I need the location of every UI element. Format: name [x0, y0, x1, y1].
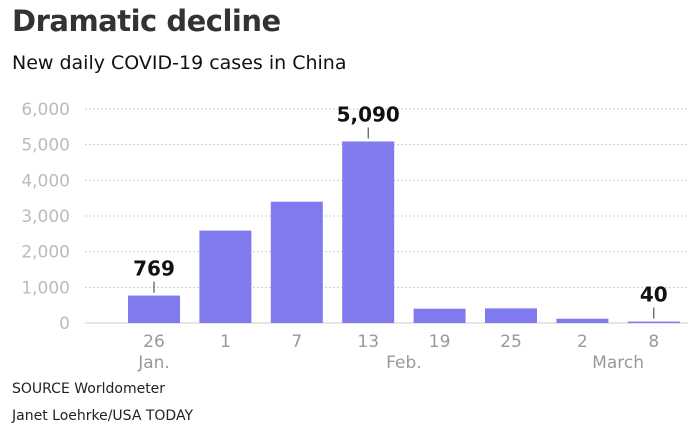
x-tick-label: 19 — [429, 332, 451, 352]
credit-note: Janet Loehrke/USA TODAY — [12, 408, 194, 424]
y-tick-label: 2,000 — [21, 243, 70, 263]
bar — [413, 308, 466, 323]
bar — [627, 321, 680, 324]
bar — [342, 141, 395, 323]
chart-title: Dramatic decline — [12, 4, 281, 38]
x-tick-label: 7 — [291, 332, 302, 352]
month-label: Feb. — [386, 353, 422, 373]
bar — [128, 295, 180, 323]
x-tick-label: 25 — [500, 332, 522, 352]
y-tick-label: 0 — [59, 314, 70, 334]
data-label: 40 — [640, 283, 668, 307]
x-tick-label: 8 — [648, 332, 659, 352]
y-tick-label: 5,000 — [21, 136, 70, 156]
bar — [485, 308, 537, 323]
source-note: SOURCE Worldometer — [12, 381, 166, 397]
x-tick-label: 2 — [577, 332, 588, 352]
bar — [199, 230, 252, 323]
y-tick-label: 4,000 — [21, 171, 70, 191]
data-label: 769 — [133, 257, 175, 281]
month-label: Jan. — [137, 353, 170, 373]
x-tick-label: 1 — [220, 332, 231, 352]
month-label: March — [592, 353, 644, 373]
y-tick-label: 3,000 — [21, 207, 70, 227]
x-tick-label: 26 — [143, 332, 165, 352]
bar — [270, 201, 323, 323]
bar — [556, 318, 609, 323]
x-tick-label: 13 — [357, 332, 379, 352]
chart-subtitle: New daily COVID-19 cases in China — [12, 52, 347, 74]
y-tick-label: 1,000 — [21, 278, 70, 298]
y-tick-label: 6,000 — [21, 100, 70, 120]
data-label: 5,090 — [337, 102, 400, 126]
